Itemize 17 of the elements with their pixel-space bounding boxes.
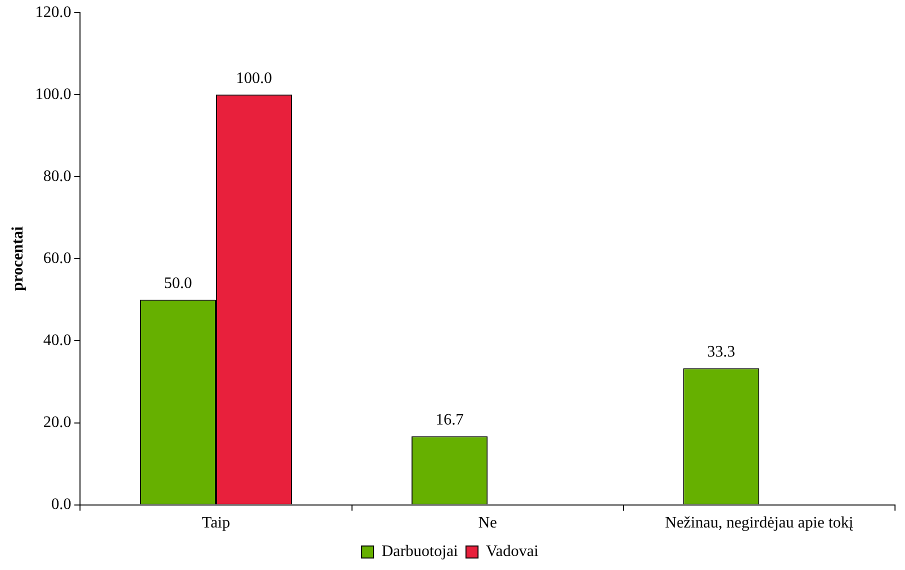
data-label: 16.7 bbox=[436, 412, 464, 429]
y-tick-label: 40.0 bbox=[43, 332, 72, 349]
y-tick-label: 100.0 bbox=[35, 86, 72, 103]
y-tick-label: 80.0 bbox=[43, 168, 72, 185]
y-tick-label: 20.0 bbox=[43, 414, 72, 431]
legend-label: Vadovai bbox=[486, 543, 539, 560]
data-label: 33.3 bbox=[707, 343, 736, 360]
y-tick-label: 120.0 bbox=[35, 4, 72, 21]
data-label: 100.0 bbox=[236, 70, 272, 87]
y-tick-label: 60.0 bbox=[43, 250, 72, 267]
y-tick-label: 0.0 bbox=[51, 496, 72, 514]
x-tick-label: Nežinau, negirdėjau apie tokį bbox=[665, 514, 854, 532]
x-tick-label: Ne bbox=[478, 514, 497, 532]
legend-label: Darbuotojai bbox=[382, 543, 459, 560]
data-label: 50.0 bbox=[164, 274, 192, 292]
y-axis-title: procentai bbox=[10, 226, 27, 291]
x-tick-label: Taip bbox=[202, 514, 230, 532]
